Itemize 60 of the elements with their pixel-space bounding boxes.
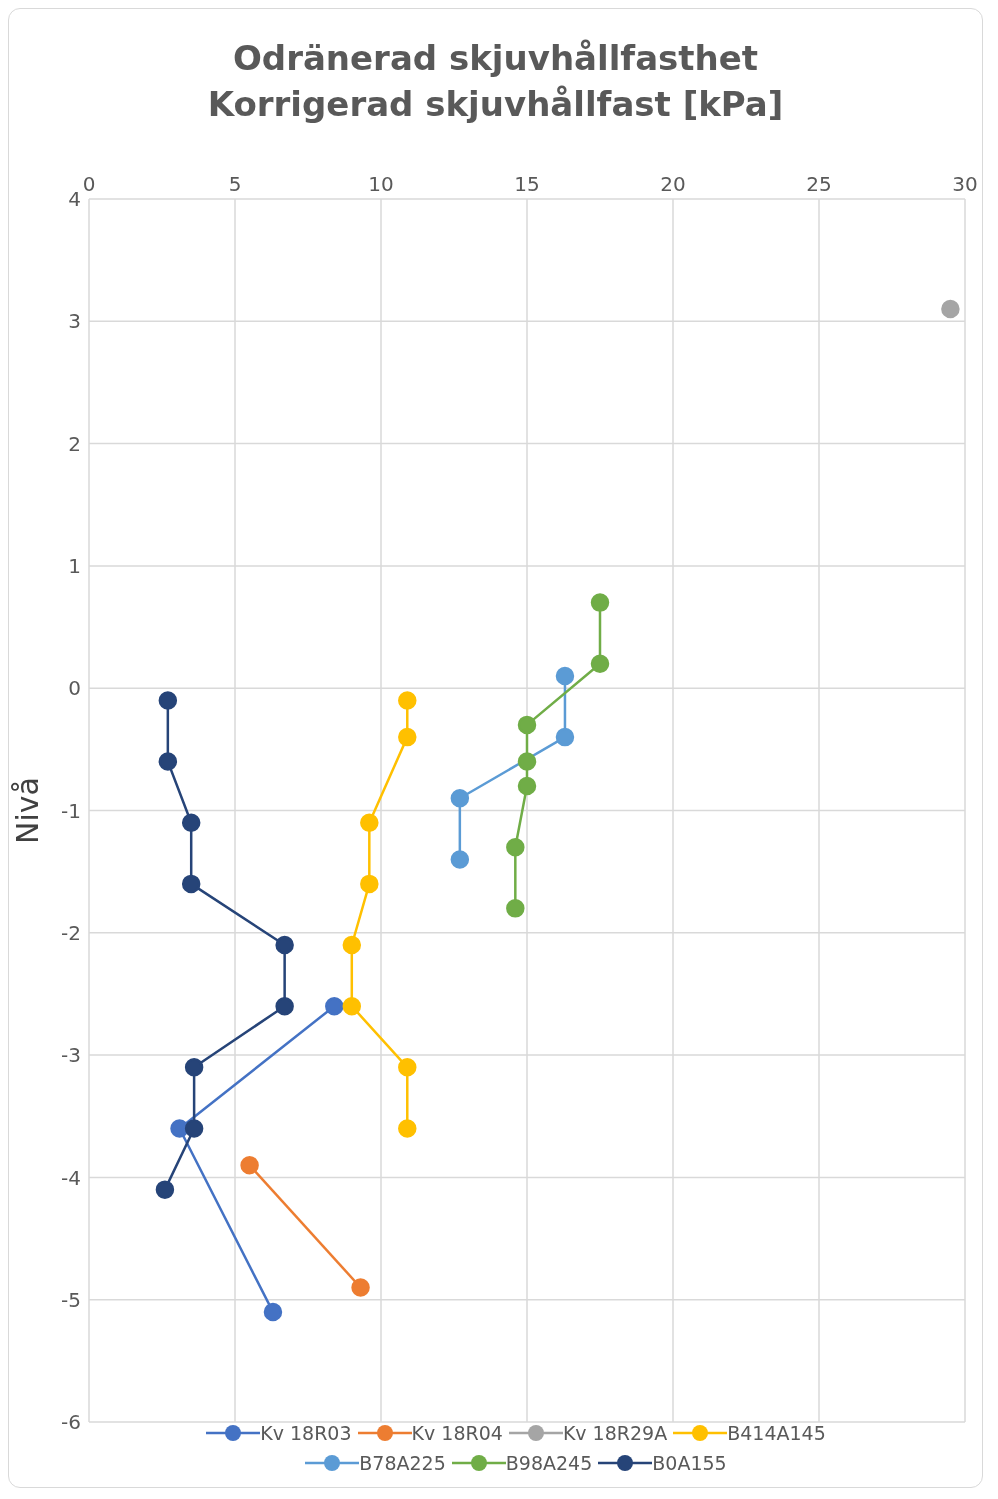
point [398,691,417,710]
y-tick-label: -1 [61,798,81,823]
point [450,789,470,808]
point [158,752,178,771]
legend-label: Kv 18R29A [562,1422,668,1444]
x-tick-label: 10 [368,172,394,196]
point [240,1155,259,1175]
point [275,996,294,1016]
y-tick-label: 3 [68,309,81,334]
point [360,813,379,832]
y-tick-label: 1 [68,554,81,578]
legend-label: B78A225 [359,1452,446,1474]
point [450,850,470,869]
point [342,935,362,955]
point [351,1278,370,1297]
point [555,727,575,747]
y-tick-label: -4 [61,1165,81,1190]
x-tick-label: 25 [806,172,832,196]
point [325,996,344,1016]
point [184,1119,204,1138]
y-tick-label: -6 [61,1410,81,1435]
legend-label: Kv 18R03 [260,1422,352,1444]
point [398,1058,417,1077]
point [263,1302,283,1322]
chart-subtitle: Korrigerad skjuvhållfast [kPa] [206,83,785,126]
point [158,691,178,710]
x-tick-label: 20 [660,172,686,196]
point [517,715,537,735]
y-axis-title: Nivå [9,777,45,844]
point [155,1180,175,1199]
x-tick-label: 15 [514,172,540,196]
point [181,813,201,832]
y-tick-label: 0 [68,676,81,701]
y-tick-label: -2 [61,920,81,945]
point [506,899,525,918]
y-tick-label: -3 [61,1043,81,1068]
point [398,727,417,747]
point [342,996,362,1016]
legend-label: B0A155 [652,1452,727,1474]
y-tick-label: 2 [68,431,81,456]
point [184,1058,204,1077]
point [506,837,525,857]
point [590,593,610,612]
legend-label: B414A145 [727,1422,826,1444]
point [398,1119,417,1138]
x-tick-label: 5 [228,172,242,196]
point [517,776,537,796]
y-tick-label: -5 [61,1287,81,1312]
point [517,752,537,771]
legend-label: B98A245 [505,1452,593,1474]
y-tick-label: 4 [68,187,81,212]
chart-title: Odränerad skjuvhållfasthet [231,37,760,80]
legend-label: Kv 18R04 [411,1422,503,1444]
point [275,935,294,955]
point [360,874,379,894]
point [555,666,575,686]
x-tick-label: 30 [952,172,978,196]
point [181,874,201,894]
point [590,654,610,673]
point [941,299,960,319]
